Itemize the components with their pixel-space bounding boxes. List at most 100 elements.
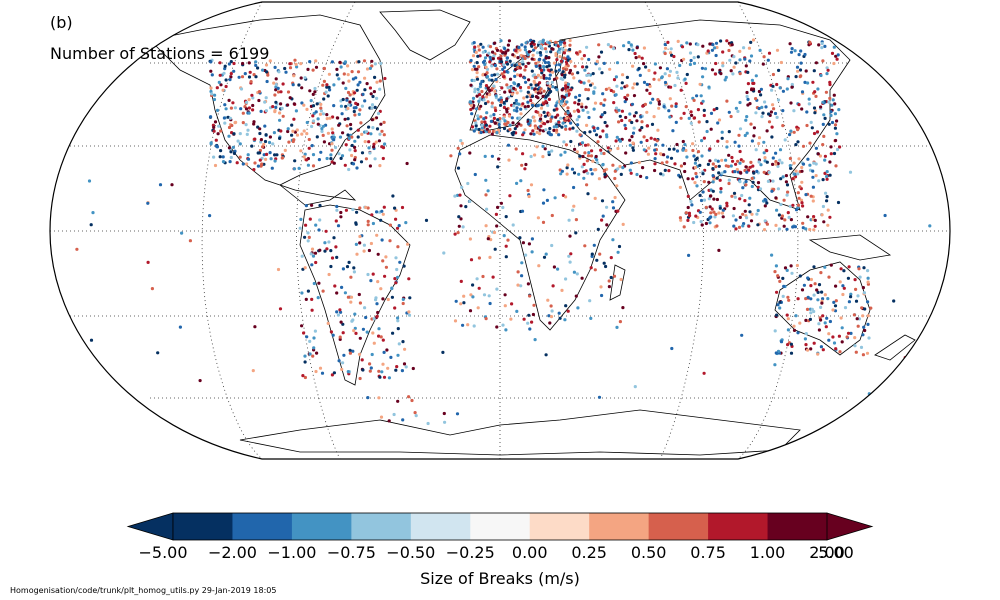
station-marker [823,158,827,162]
station-marker [424,218,429,222]
station-marker [492,84,496,88]
station-marker [375,80,379,84]
station-marker [497,128,501,132]
station-marker [601,92,605,96]
station-marker [237,75,241,79]
station-marker [809,311,813,315]
station-marker [545,65,549,69]
station-marker [356,128,360,132]
station-marker [798,321,802,325]
station-marker [789,101,793,105]
station-marker [576,123,580,127]
station-marker [493,89,497,93]
station-marker [526,90,530,94]
station-marker [381,156,385,161]
station-marker [332,83,336,87]
station-marker [852,313,857,317]
station-marker [521,241,526,245]
station-marker [401,340,405,344]
station-marker [770,189,774,193]
station-marker [708,216,712,220]
station-marker [396,353,400,357]
station-marker [403,347,407,351]
station-marker [812,228,816,232]
station-marker [558,316,562,320]
station-marker [370,103,375,107]
station-marker [580,105,584,109]
station-marker [280,156,284,160]
station-marker [582,170,586,174]
station-marker [806,295,810,299]
station-marker [563,150,567,154]
station-marker [604,264,608,269]
station-marker [382,133,386,137]
station-marker [747,46,752,50]
station-marker [383,142,387,146]
station-marker [526,61,531,65]
station-marker [360,358,364,362]
station-marker [583,244,587,248]
station-marker [733,170,737,174]
station-marker [223,121,227,125]
station-marker [692,154,696,158]
station-marker [377,327,381,331]
station-marker [767,170,771,174]
station-marker [316,296,320,300]
station-marker [547,56,551,60]
station-marker [146,201,150,205]
station-marker [482,117,486,121]
station-marker [821,100,825,104]
station-marker [514,147,518,151]
station-marker [305,335,309,339]
station-marker [330,60,334,64]
station-marker [544,76,549,80]
station-marker [315,351,319,355]
station-marker [312,336,316,340]
colorbar-tick-label: 5.00 [818,543,854,562]
station-marker [519,89,523,93]
station-marker [837,334,842,338]
station-marker [813,111,817,115]
station-marker [310,124,314,129]
station-marker [824,325,828,329]
station-marker [514,98,518,103]
colorbar-segment [648,513,709,540]
station-marker [265,79,269,84]
station-marker [495,287,499,291]
station-marker [322,140,326,144]
station-marker [306,163,310,167]
station-marker [817,283,822,287]
station-marker [472,78,476,83]
station-marker [608,67,612,71]
station-marker [340,285,344,289]
station-marker [842,286,846,290]
station-marker [513,127,517,131]
station-marker [811,175,815,179]
station-marker [685,41,689,45]
station-marker [651,97,655,101]
station-marker [603,172,607,176]
station-marker [253,325,257,329]
station-marker [426,421,430,426]
station-marker [229,75,233,79]
station-marker [298,226,302,230]
station-marker [741,212,745,216]
station-marker [324,229,328,233]
station-marker [210,92,214,96]
station-marker [583,151,587,155]
station-marker [355,88,359,92]
station-marker [817,179,821,183]
station-marker [550,309,554,313]
station-marker [704,221,709,226]
station-marker [329,249,333,253]
station-marker [358,80,362,84]
station-marker [789,264,793,268]
station-marker [336,116,340,120]
station-marker [501,67,505,71]
station-marker [506,43,510,47]
station-marker [845,335,849,339]
station-marker [804,343,808,347]
station-marker [390,286,394,291]
station-marker [217,80,221,84]
station-marker [778,300,782,304]
